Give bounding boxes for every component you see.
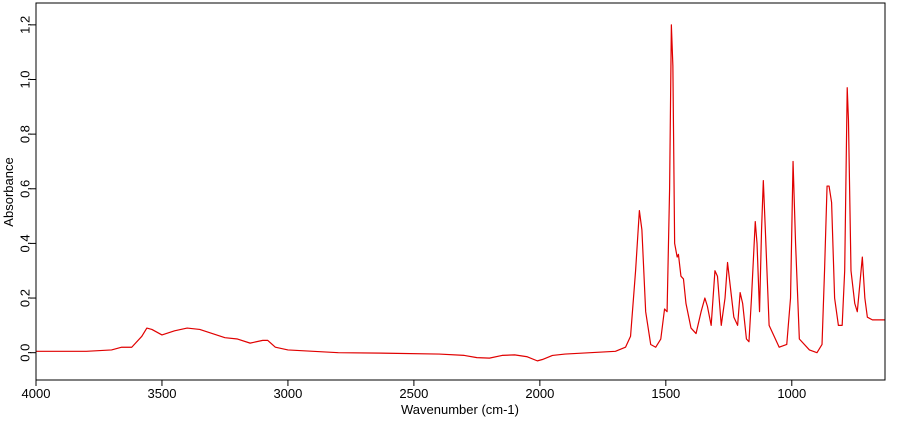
y-tick-label: 0,0 — [17, 344, 32, 362]
y-tick-label: 1,2 — [17, 16, 32, 34]
x-tick-label: 4000 — [22, 386, 51, 401]
y-tick-label: 0,6 — [17, 180, 32, 198]
spectrum-line — [36, 24, 885, 362]
x-tick-label: 2000 — [525, 386, 554, 401]
y-tick-label: 0,4 — [17, 234, 32, 252]
x-tick-label: 2500 — [399, 386, 428, 401]
y-axis-label: Absorbance — [1, 157, 16, 226]
x-tick-label: 1000 — [777, 386, 806, 401]
y-tick-label: 1,0 — [17, 70, 32, 88]
x-tick-label: 3500 — [148, 386, 177, 401]
plot-frame — [35, 2, 886, 381]
x-tick-label: 3000 — [273, 386, 302, 401]
y-tick-label: 0,8 — [17, 125, 32, 143]
x-tick-label: 1500 — [651, 386, 680, 401]
y-tick-label: 0,2 — [17, 289, 32, 307]
x-axis-label: Wavenumber (cm-1) — [401, 402, 519, 417]
